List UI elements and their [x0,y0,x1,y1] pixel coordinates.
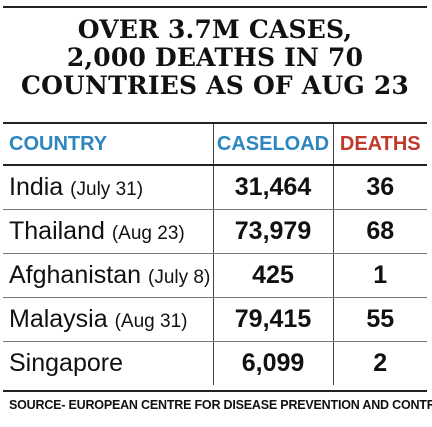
chart-title: OVER 3.7M CASES, 2,000 DEATHS IN 70 COUN… [3,16,427,100]
country-cell: Malaysia (Aug 31) [3,297,213,342]
table-body: India (July 31) 31,464 36 Thailand (Aug … [3,165,427,385]
table-header-row: COUNTRY CASELOAD DEATHS [3,124,427,166]
table-row: India (July 31) 31,464 36 [3,165,427,210]
country-name: Thailand [9,217,105,245]
deaths-cell: 2 [373,349,388,377]
source-note: SOURCE- EUROPEAN CENTRE FOR DISEASE PREV… [9,398,432,412]
deaths-cell: 36 [333,165,427,210]
country-cell: Thailand (Aug 23) [3,209,213,254]
table-row: Malaysia (Aug 31) 79,415 55 [3,297,427,342]
report-date: (Aug 31) [114,311,188,332]
report-date: (July 31) [70,179,144,200]
report-date: (July 8) [148,267,211,288]
country-cell: Afghanistan (July 8) [3,253,213,298]
title-line-1: OVER 3.7M CASES, [77,15,353,44]
table-row: Afghanistan (July 8) 425 1 [3,253,427,298]
country-cell: India (July 31) [3,165,213,210]
report-date: (Aug 23) [111,223,185,244]
data-table: COUNTRY CASELOAD DEATHS India (July 31) … [3,124,427,385]
country-name: Afghanistan [9,261,142,289]
caseload-cell: 6,099 [212,341,334,385]
column-header-deaths: DEATHS [333,124,427,166]
infographic: OVER 3.7M CASES, 2,000 DEATHS IN 70 COUN… [3,6,432,418]
table-row: Singapore 6,099 2 [3,341,427,386]
caseload-cell: 73,979 [212,209,334,254]
caseload-cell: 31,464 [212,165,334,210]
caseload-cell: 425 [212,253,334,298]
data-table-wrap: COUNTRY CASELOAD DEATHS India (July 31) … [3,122,427,392]
country-name: Singapore [9,349,123,377]
deaths-cell: 55 [333,297,427,342]
column-header-country: COUNTRY [3,124,213,166]
deaths-cell: 1 [333,253,427,298]
country-name: India [9,173,64,201]
country-cell: Singapore [3,342,213,386]
caseload-cell: 79,415 [212,297,334,342]
table-row: Thailand (Aug 23) 73,979 68 [3,209,427,254]
country-name: Malaysia [9,305,108,333]
column-header-caseload: CASELOAD [212,124,334,166]
deaths-cell: 68 [333,209,427,254]
top-rule [3,6,427,8]
title-line-2: 2,000 DEATHS IN 70 [66,43,364,72]
title-line-3: COUNTRIES AS OF AUG 23 [20,71,410,100]
